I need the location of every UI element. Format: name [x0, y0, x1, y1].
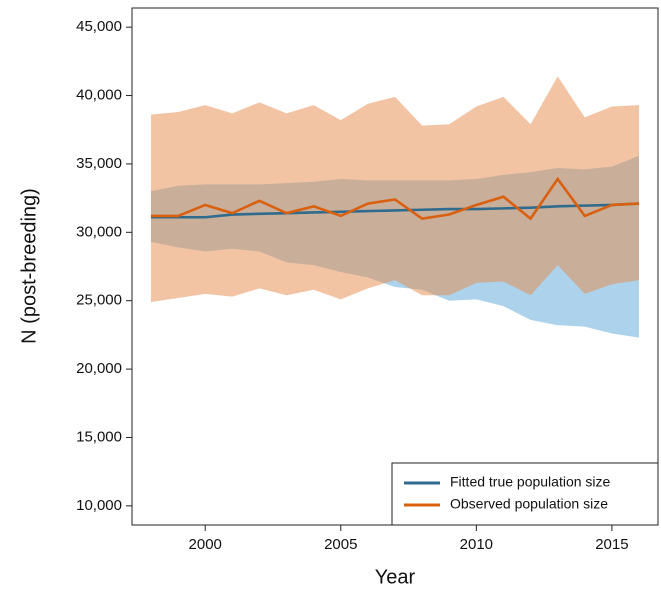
y-tick-label: 40,000 — [76, 87, 122, 104]
confidence-band — [150, 76, 640, 303]
legend-label: Fitted true population size — [450, 474, 611, 490]
legend-label: Observed population size — [450, 496, 608, 512]
y-tick-label: 35,000 — [76, 155, 122, 172]
x-tick-label: 2005 — [324, 536, 357, 553]
y-tick-label: 10,000 — [76, 497, 122, 514]
y-axis-label: N (post-breeding) — [18, 188, 40, 344]
x-axis-label: Year — [375, 566, 416, 588]
series-line — [150, 176, 640, 221]
x-tick-label: 2015 — [595, 536, 628, 553]
y-tick-label: 45,000 — [76, 18, 122, 35]
y-tick-label: 25,000 — [76, 292, 122, 309]
y-tick-label: 15,000 — [76, 428, 122, 445]
y-tick-label: 20,000 — [76, 360, 122, 377]
legend-box — [391, 462, 659, 526]
y-tick-label: 30,000 — [76, 223, 122, 240]
series-line — [150, 202, 640, 219]
x-tick-label: 2000 — [189, 536, 222, 553]
x-tick-label: 2010 — [460, 536, 493, 553]
